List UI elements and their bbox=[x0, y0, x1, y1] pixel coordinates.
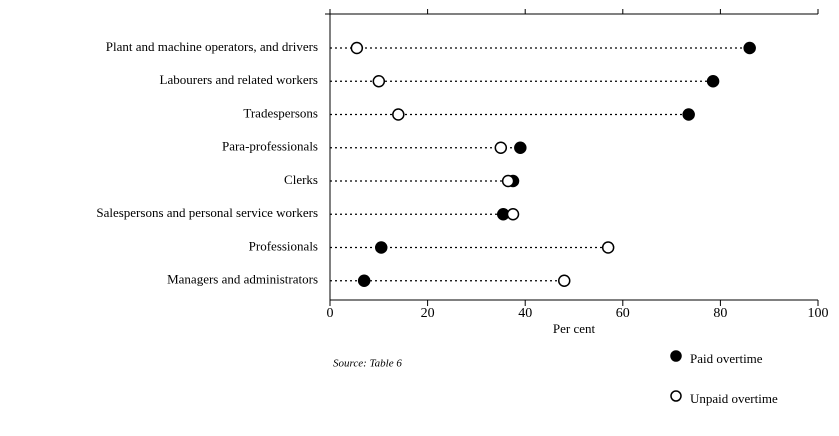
dot bbox=[514, 141, 527, 154]
category-label: Professionals bbox=[249, 238, 318, 253]
legend-label: Paid overtime bbox=[690, 351, 763, 366]
dot bbox=[506, 208, 520, 221]
category-label: Para-professionals bbox=[222, 139, 318, 154]
x-tick-label: 0 bbox=[327, 306, 334, 321]
dot bbox=[682, 108, 695, 121]
x-axis-label: Per cent bbox=[553, 321, 596, 336]
dot bbox=[743, 41, 756, 55]
legend-marker bbox=[670, 390, 682, 402]
legend-label: Unpaid overtime bbox=[690, 391, 778, 406]
legend-marker bbox=[670, 350, 682, 362]
dot bbox=[501, 174, 515, 188]
category-label: Tradespersons bbox=[243, 105, 318, 120]
dot bbox=[350, 41, 364, 55]
x-tick-label: 80 bbox=[713, 306, 727, 321]
category-label: Managers and administrators bbox=[167, 272, 318, 287]
dot bbox=[494, 141, 508, 154]
dot bbox=[601, 241, 615, 254]
category-label: Plant and machine operators, and drivers bbox=[106, 39, 318, 54]
category-label: Labourers and related workers bbox=[160, 72, 318, 87]
category-label: Salespersons and personal service worker… bbox=[96, 205, 318, 220]
dot bbox=[392, 108, 405, 121]
x-tick-label: 100 bbox=[808, 306, 829, 321]
x-tick-label: 20 bbox=[421, 306, 435, 321]
dot bbox=[372, 75, 386, 88]
dot bbox=[374, 241, 388, 254]
dot bbox=[706, 75, 720, 88]
x-tick-label: 60 bbox=[616, 306, 630, 321]
x-tick-label: 40 bbox=[518, 306, 532, 321]
source-note: Source: Table 6 bbox=[333, 358, 402, 370]
category-label: Clerks bbox=[284, 172, 318, 187]
dot bbox=[557, 274, 571, 287]
dot bbox=[357, 274, 371, 287]
